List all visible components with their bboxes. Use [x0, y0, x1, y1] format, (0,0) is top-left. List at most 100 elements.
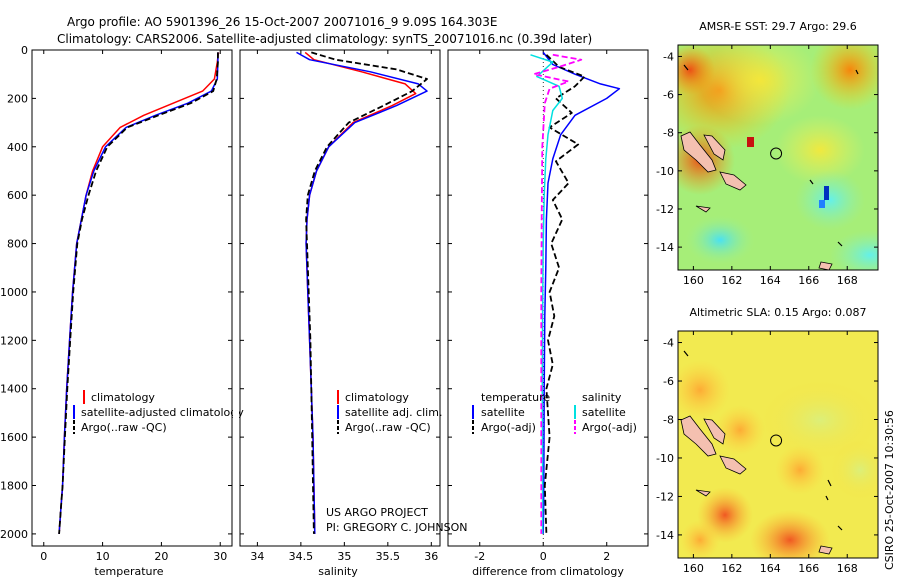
- map-lat-label: -12: [656, 203, 674, 216]
- salinity-xlabel: salinity: [318, 565, 358, 578]
- depth-tick-label: 200: [7, 92, 28, 105]
- depth-tick-label: 1400: [0, 383, 28, 396]
- map-lon-label: 164: [760, 562, 781, 575]
- depth-tick-label: 800: [7, 238, 28, 251]
- series-line-argo-raw-qc-: [305, 51, 428, 534]
- series-line-salinity-satellite: [530, 54, 564, 534]
- x-tick-label: 35: [337, 550, 351, 563]
- map-lat-label: -8: [663, 127, 674, 140]
- map-lon-label: 168: [837, 562, 858, 575]
- map-lon-label: 160: [683, 562, 704, 575]
- depth-tick-label: 1000: [0, 286, 28, 299]
- map-lon-label: 162: [721, 274, 742, 287]
- project-note-line-2: PI: GREGORY C. JOHNSON: [326, 521, 467, 534]
- depth-tick-label: 400: [7, 141, 28, 154]
- series-line-satellite-adjusted-climatology: [58, 52, 219, 534]
- depth-tick-label: 1200: [0, 334, 28, 347]
- salinity-series: [296, 51, 428, 534]
- temperature-legend: climatology satellite-adjusted climatolo…: [73, 390, 244, 434]
- temperature-x-axis: 0 10 20 30: [40, 50, 227, 563]
- difference-legend: temperature salinity satellite Argo(-adj…: [472, 391, 637, 434]
- series-line-climatology: [304, 51, 417, 534]
- series-line-salinity-argo-adj-: [532, 53, 583, 534]
- map-lon-label: 160: [683, 274, 704, 287]
- series-line-argo-raw-qc-: [58, 52, 219, 534]
- map-lat-label: -6: [663, 89, 674, 102]
- x-tick-label: 0: [40, 550, 47, 563]
- temperature-series: [58, 52, 220, 534]
- legend-satellite-adj: satellite adj. clim.: [345, 406, 442, 419]
- x-tick-label: 0: [540, 550, 547, 563]
- map-lon-label: 166: [798, 274, 819, 287]
- x-tick-label: 34: [250, 550, 264, 563]
- series-line-climatology: [58, 52, 220, 534]
- map-lat-label: -14: [656, 529, 674, 542]
- x-tick-label: -2: [474, 550, 485, 563]
- map-lat-label: -12: [656, 490, 674, 503]
- series-line-temperature-satellite: [542, 51, 621, 534]
- x-tick-label: 35.5: [376, 550, 401, 563]
- header-line-1: Argo profile: AO 5901396_26 15-Oct-2007 …: [67, 15, 498, 29]
- legend-sal-argo: Argo(-adj): [582, 421, 637, 434]
- map-lon-label: 168: [837, 274, 858, 287]
- sla-profile-location: [770, 434, 783, 447]
- legend-title-temperature: temperature: [481, 391, 550, 404]
- map-lon-label: 162: [721, 562, 742, 575]
- salinity-x-axis: 34 34.5 35 35.5 36: [250, 50, 438, 563]
- temperature-axes: [31, 49, 233, 547]
- difference-axes: [447, 49, 649, 547]
- sla-map-axes: 160 162 164 166 168 -4 -6 -8 -10 -12 -14: [656, 331, 878, 575]
- x-tick-label: 10: [96, 550, 110, 563]
- side-stamp: CSIRO 25-Oct-2007 10:30:56: [883, 410, 896, 570]
- series-line-temperature-argo-adj-: [543, 54, 586, 534]
- legend-title-salinity: salinity: [582, 391, 622, 404]
- map-lat-label: -4: [663, 50, 674, 63]
- difference-x-axis: -2 0 2: [474, 50, 610, 563]
- difference-xlabel: difference from climatology: [472, 565, 624, 578]
- x-tick-label: 2: [603, 550, 610, 563]
- temperature-xlabel: temperature: [94, 565, 163, 578]
- legend-climatology: climatology: [91, 391, 155, 404]
- x-tick-label: 30: [213, 550, 227, 563]
- depth-tick-label: 1600: [0, 431, 28, 444]
- header-line-2: Climatology: CARS2006. Satellite-adjuste…: [57, 32, 592, 46]
- map-lat-label: -14: [656, 241, 674, 254]
- map-lon-label: 164: [760, 274, 781, 287]
- legend-satellite-adjusted: satellite-adjusted climatology: [81, 406, 244, 419]
- x-tick-label: 36: [424, 550, 438, 563]
- map-lat-label: -8: [663, 413, 674, 426]
- depth-tick-label: 2000: [0, 528, 28, 541]
- depth-tick-label: 600: [7, 189, 28, 202]
- sla-map-frame: [677, 330, 879, 559]
- legend-argo: Argo(..raw -QC): [345, 421, 431, 434]
- legend-climatology: climatology: [345, 391, 409, 404]
- map-lat-label: -10: [656, 452, 674, 465]
- depth-tick-label: 0: [21, 44, 28, 57]
- project-note-line-1: US ARGO PROJECT: [326, 506, 428, 519]
- difference-series: [530, 51, 621, 534]
- salinity-legend: climatology satellite adj. clim. Argo(..…: [337, 390, 442, 434]
- sst-map-axes: 160 162 164 166 168 -4 -6 -8 -10 -12 -14: [656, 45, 878, 287]
- x-tick-label: 34.5: [289, 550, 314, 563]
- legend-argo: Argo(..raw -QC): [81, 421, 167, 434]
- sla-map-field: [678, 331, 878, 558]
- legend-clip-mask: [233, 404, 239, 420]
- map-lat-label: -10: [656, 165, 674, 178]
- sst-map-frame: [677, 44, 879, 271]
- sla-map-title: Altimetric SLA: 0.15 Argo: 0.087: [689, 306, 866, 319]
- series-line-satellite-adj-clim-: [296, 51, 428, 534]
- salinity-axes: [239, 49, 441, 547]
- sst-map-field: [678, 45, 878, 270]
- legend-sal-satellite: satellite: [582, 406, 626, 419]
- depth-axis: 0 200 400 600 800 1000 1200 1400 1600 1800 2000: [0, 44, 648, 541]
- sst-profile-location: [770, 147, 783, 160]
- x-tick-label: 20: [154, 550, 168, 563]
- map-lat-label: -6: [663, 375, 674, 388]
- map-lat-label: -4: [663, 337, 674, 350]
- legend-temp-satellite: satellite: [481, 406, 525, 419]
- depth-tick-label: 1800: [0, 480, 28, 493]
- map-lon-label: 166: [798, 562, 819, 575]
- legend-temp-argo: Argo(-adj): [481, 421, 536, 434]
- sst-map-title: AMSR-E SST: 29.7 Argo: 29.6: [699, 20, 857, 33]
